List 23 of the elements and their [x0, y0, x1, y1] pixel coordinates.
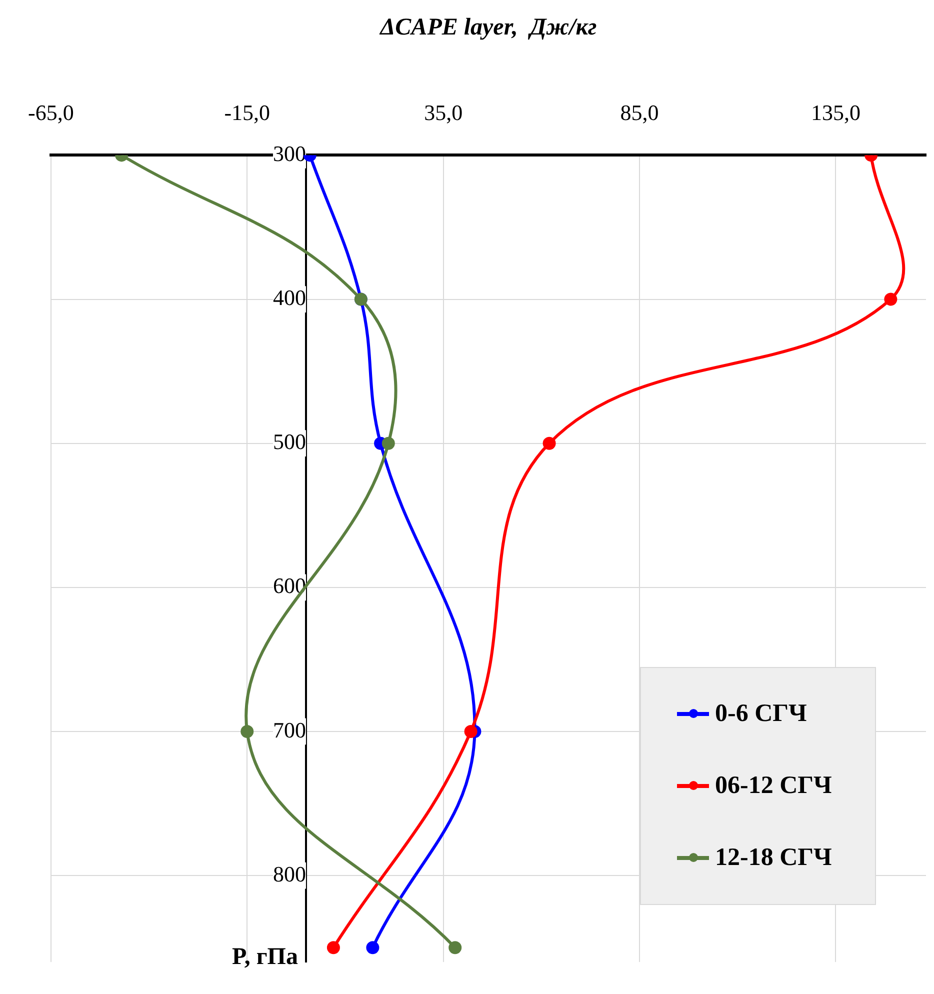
point: [884, 292, 898, 306]
point: [542, 436, 556, 450]
y-axis-title: P, гПа: [232, 944, 298, 970]
legend-label: 06-12 СГЧ: [715, 772, 832, 800]
y-tick-label: 300: [272, 140, 306, 166]
legend-label: 12-18 СГЧ: [715, 844, 832, 872]
legend-label: 0-6 СГЧ: [715, 700, 807, 728]
point: [448, 941, 462, 954]
x-tick-label: -15,0: [224, 100, 270, 125]
x-tick-label: 35,0: [424, 100, 463, 125]
y-tick-label: 500: [272, 429, 306, 454]
x-tick-label: 85,0: [620, 100, 659, 125]
point: [326, 941, 340, 954]
x-axis-title: ΔCAPE layer, Дж/кг: [379, 14, 597, 41]
y-tick-label: 400: [272, 285, 306, 310]
x-tick-label: -65,0: [28, 100, 74, 125]
y-tick-label: 800: [272, 861, 306, 886]
y-tick-label: 700: [272, 717, 306, 742]
x-tick-label: 135,0: [810, 100, 860, 125]
point: [240, 724, 254, 738]
point: [366, 941, 380, 954]
point: [382, 436, 395, 450]
point: [464, 724, 478, 738]
